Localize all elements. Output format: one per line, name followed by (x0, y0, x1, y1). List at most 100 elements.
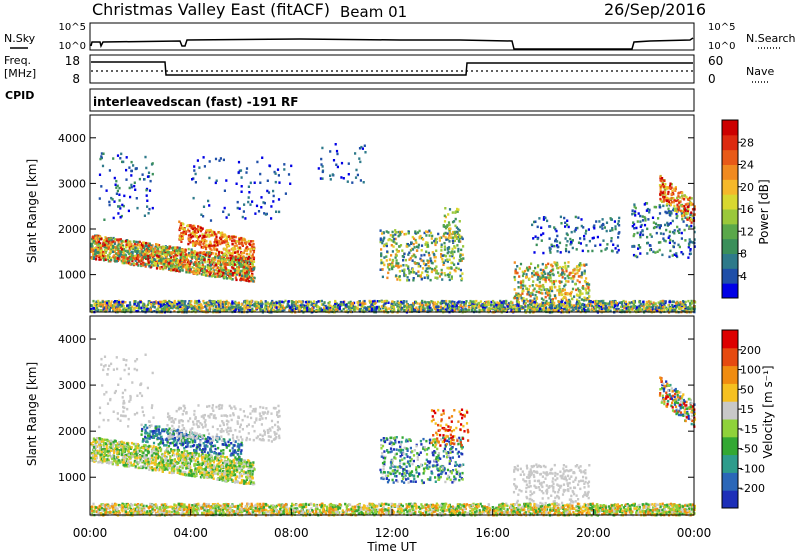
power-echo-cell (396, 250, 399, 254)
power-echo-cell (102, 257, 105, 261)
power-echo-cell (231, 239, 234, 243)
power-ground-scatter-cell (575, 304, 578, 307)
power-ground-scatter-cell (560, 300, 563, 304)
power-echo-cell (259, 181, 262, 184)
power-ground-scatter-cell (549, 306, 552, 309)
power-echo-cell (100, 185, 103, 188)
power-ground-scatter-cell (621, 305, 624, 308)
power-echo-cell (212, 266, 215, 269)
power-echo-cell (564, 237, 567, 240)
power-echo-cell (202, 215, 205, 218)
power-echo-cell (156, 260, 159, 263)
power-echo-cell (450, 267, 453, 270)
power-echo-cell (243, 257, 246, 260)
power-echo-cell (107, 239, 110, 242)
power-echo-cell (440, 243, 443, 246)
power-echo-cell (98, 235, 101, 239)
power-echo-cell (580, 276, 583, 279)
power-ground-scatter-cell (320, 303, 323, 306)
power-echo-cell (215, 233, 218, 236)
power-echo-cell (248, 253, 251, 256)
power-echo-cell (434, 267, 437, 270)
power-echo-cell (584, 289, 587, 292)
power-echo-cell (238, 238, 241, 241)
power-echo-cell (193, 263, 196, 266)
power-ground-scatter-cell (456, 301, 459, 305)
power-echo-cell (187, 228, 190, 231)
power-echo-cell (143, 178, 146, 181)
power-echo-cell (92, 252, 95, 255)
power-echo-cell (580, 264, 583, 267)
power-echo-cell (397, 250, 400, 253)
power-echo-cell (119, 246, 122, 250)
power-echo-cell (173, 251, 176, 254)
power-echo-cell (209, 263, 212, 267)
power-echo-cell (228, 238, 232, 241)
power-echo-cell (115, 255, 118, 259)
power-echo-cell (567, 225, 570, 229)
power-ground-scatter-cell (393, 309, 396, 313)
power-echo-cell (99, 244, 102, 247)
power-ground-scatter-cell (446, 310, 449, 313)
power-echo-cell (667, 200, 670, 204)
power-echo-cell (556, 234, 559, 238)
power-echo-cell (90, 247, 93, 250)
power-echo-cell (168, 261, 171, 265)
power-echo-cell (408, 269, 411, 272)
power-ground-scatter-cell (316, 305, 319, 309)
power-echo-cell (199, 234, 202, 238)
power-echo-cell (559, 281, 562, 285)
power-echo-cell (156, 264, 160, 267)
power-echo-cell (187, 267, 190, 270)
power-echo-cell (569, 240, 573, 244)
power-echo-cell (116, 257, 119, 260)
power-echo-cell (210, 233, 214, 236)
power-echo-cell (560, 293, 563, 297)
power-echo-cell (544, 278, 547, 282)
power-echo-cell (431, 261, 434, 265)
power-echo-cell (659, 224, 662, 227)
power-echo-cell (95, 247, 98, 250)
power-echo-cell (231, 252, 234, 255)
power-ground-scatter-cell (412, 302, 415, 305)
cpid-label: CPID (5, 89, 34, 102)
power-echo-cell (602, 239, 605, 242)
power-echo-cell (147, 242, 150, 245)
power-echo-cell (408, 244, 411, 247)
power-echo-cell (208, 230, 211, 233)
power-echo-cell (184, 250, 187, 253)
power-echo-cell (583, 271, 586, 274)
power-echo-cell (99, 258, 102, 261)
power-ground-scatter-cell (516, 302, 519, 306)
power-echo-cell (257, 210, 261, 213)
power-echo-cell (250, 278, 253, 281)
power-echo-cell (125, 156, 128, 159)
power-echo-cell (173, 258, 176, 262)
power-echo-cell (191, 256, 194, 259)
power-echo-cell (588, 239, 591, 243)
date-label: 26/Sep/2016 (604, 0, 706, 19)
power-echo-cell (425, 234, 428, 237)
power-echo-cell (513, 261, 516, 264)
power-echo-cell (443, 241, 446, 245)
power-echo-cell (133, 181, 136, 184)
power-echo-cell (198, 266, 202, 270)
power-echo-cell (146, 262, 149, 266)
power-echo-cell (515, 292, 518, 295)
power-ground-scatter-cell (555, 310, 558, 313)
power-echo-cell (105, 246, 108, 250)
power-ground-scatter-cell (188, 300, 191, 303)
power-echo-cell (618, 216, 621, 220)
power-echo-cell (448, 227, 451, 230)
power-ground-scatter-cell (591, 300, 595, 304)
power-echo-cell (668, 211, 671, 215)
power-ground-scatter-cell (233, 302, 236, 305)
power-echo-cell (234, 255, 237, 258)
power-echo-cell (202, 242, 205, 245)
power-echo-cell (394, 233, 397, 236)
power-echo-cell (234, 241, 237, 245)
power-echo-cell (450, 251, 453, 254)
power-echo-cell (205, 230, 208, 234)
power-ground-scatter-cell (168, 304, 171, 307)
